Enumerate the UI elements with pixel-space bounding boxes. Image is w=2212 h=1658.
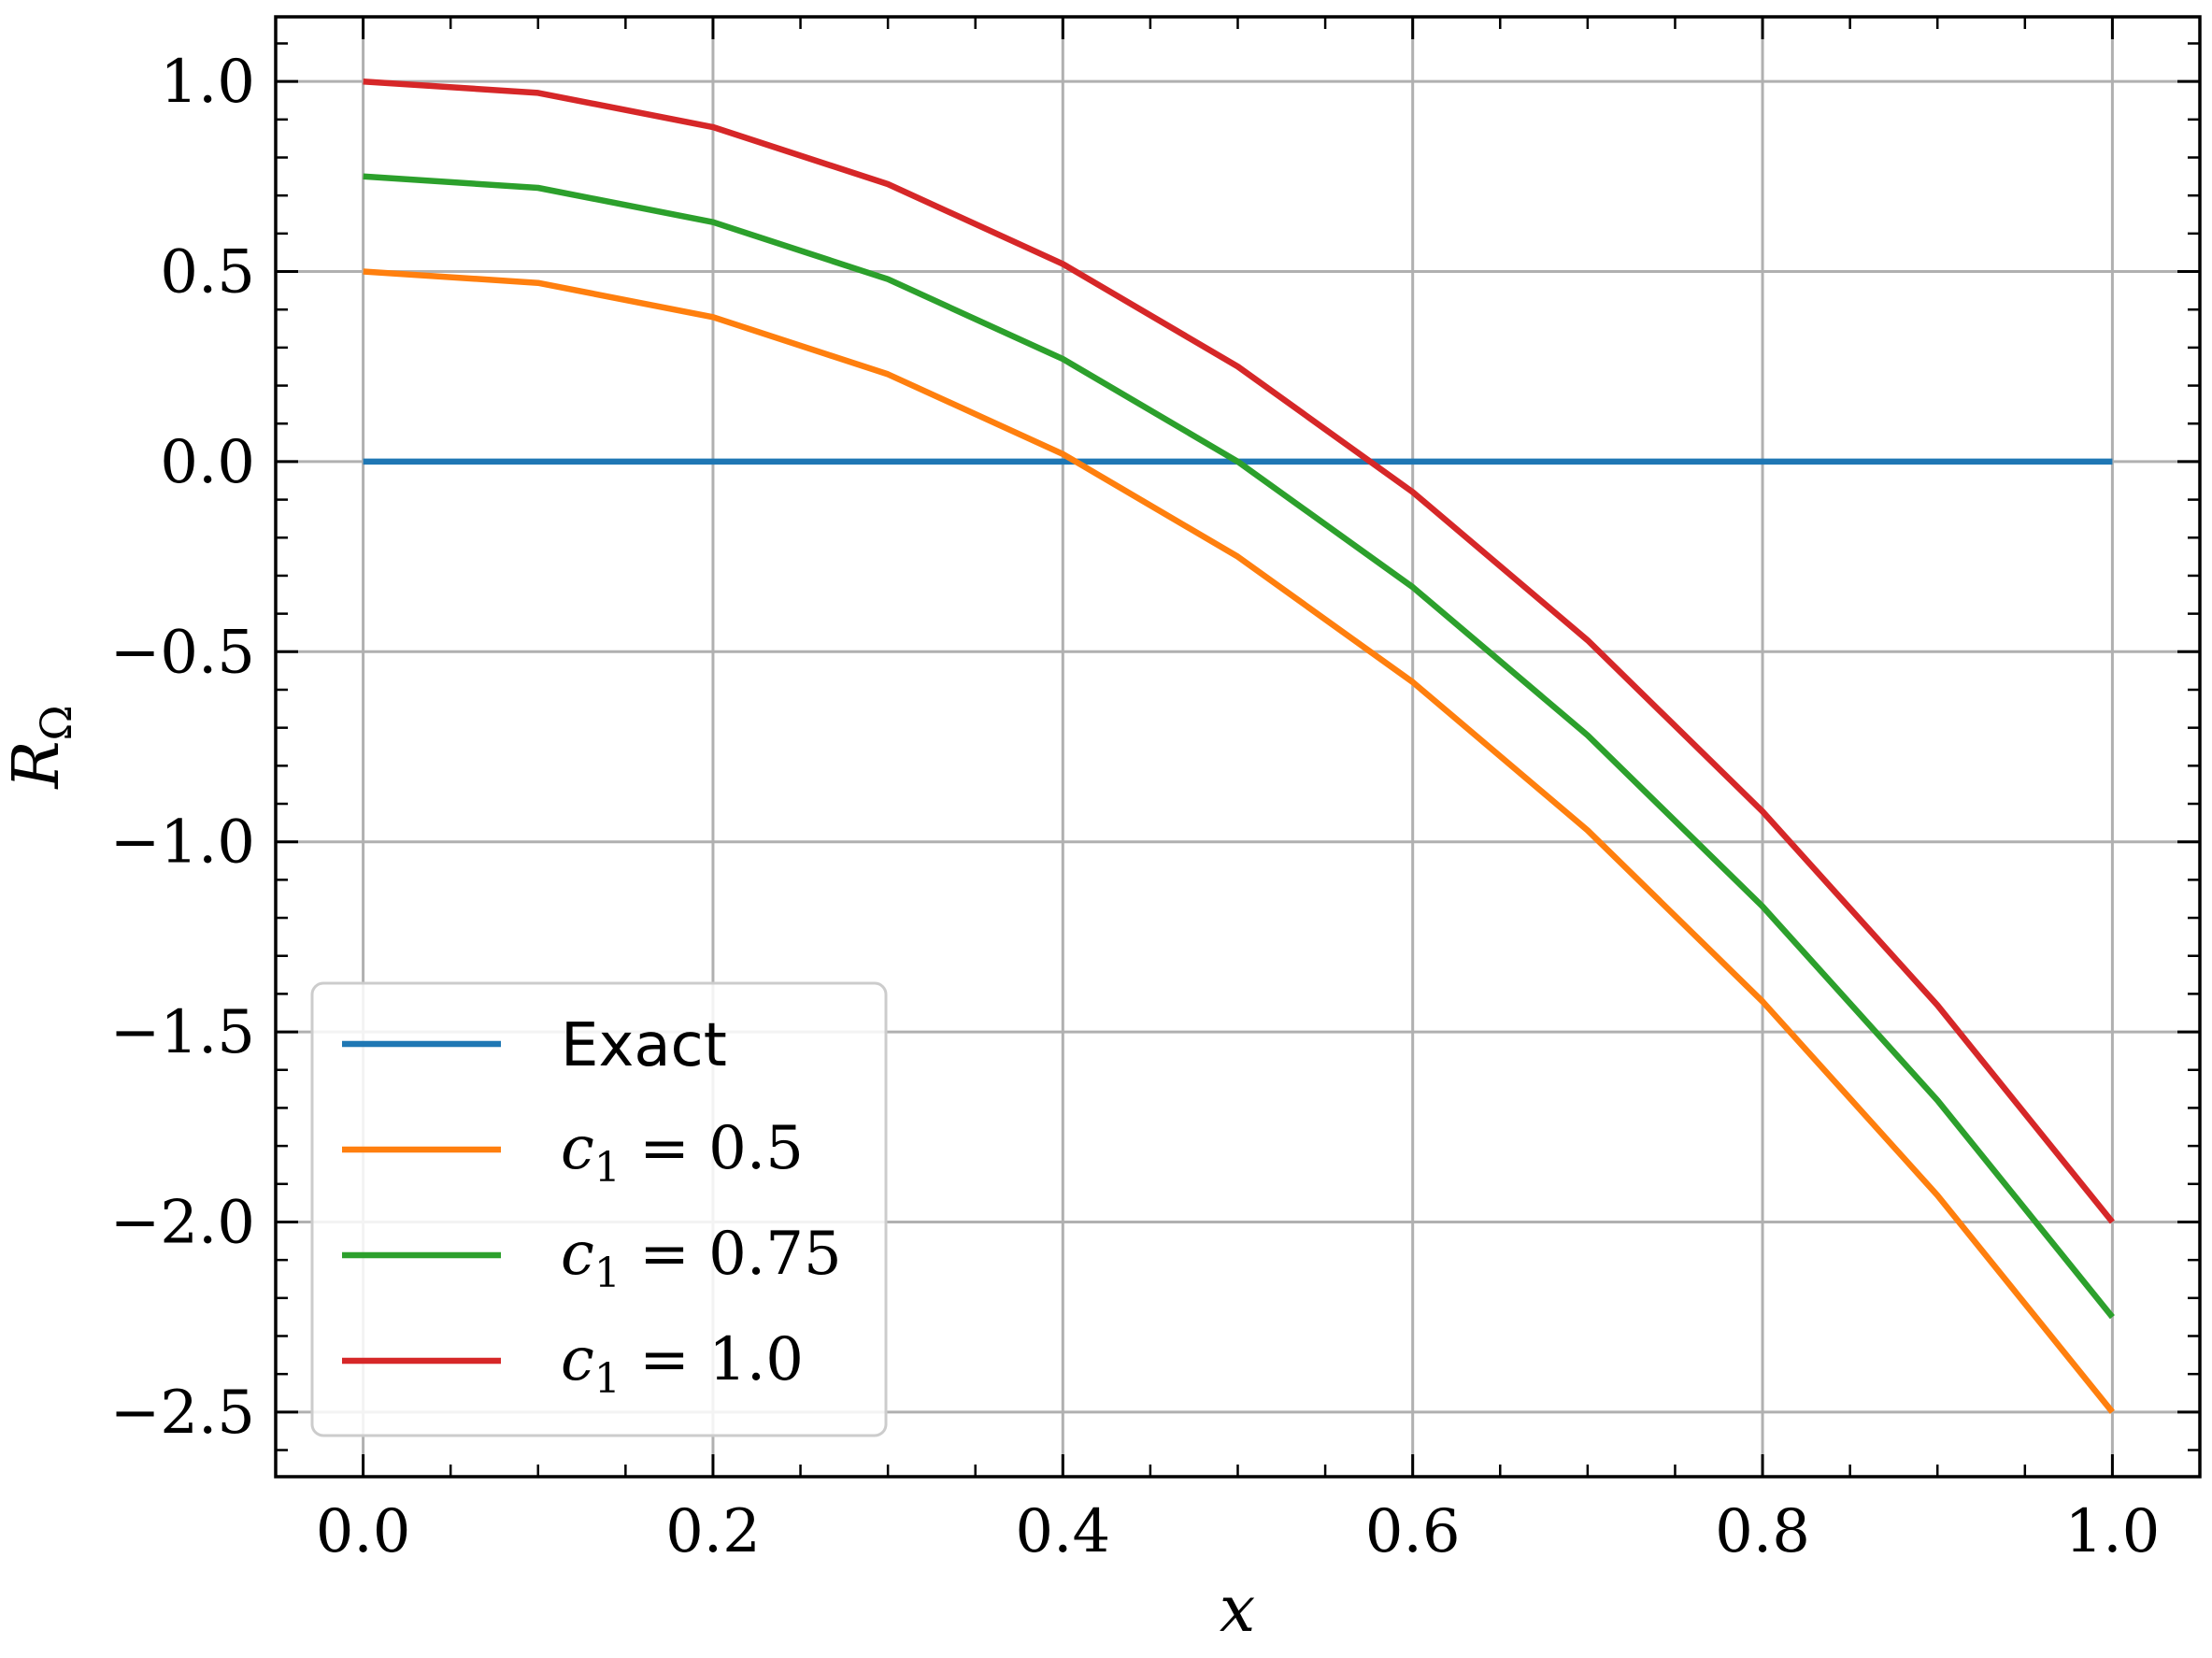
x-tick-label: 0.4 bbox=[1015, 1497, 1110, 1566]
y-tick-label: −1.5 bbox=[110, 998, 255, 1067]
y-tick-label: −0.5 bbox=[110, 618, 255, 687]
tick-labels: 0.0 0.2 0.4 0.6 0.8 1.0 1.0 0.5 0.0 −0.5 −1.0 −1.5 −… bbox=[110, 48, 2161, 1566]
x-tick-label: 0.8 bbox=[1715, 1497, 1810, 1566]
y-tick-label: 0.0 bbox=[160, 428, 255, 497]
series-line-2 bbox=[363, 173, 2115, 1320]
series-lines bbox=[363, 78, 2115, 1414]
x-tick-label: 0.0 bbox=[316, 1497, 411, 1566]
legend-label-c1-0.5: c1 = 0.5 bbox=[561, 1114, 804, 1192]
legend-box bbox=[310, 981, 888, 1437]
y-axis-label-main: R bbox=[0, 740, 74, 790]
series-line-3 bbox=[363, 78, 2115, 1224]
legend: Exact c1 = 0.5 c1 = 0.75 c1 = 1.0 bbox=[310, 981, 888, 1437]
y-axis-label: RΩ bbox=[0, 705, 81, 790]
y-axis-label-subscript: Ω bbox=[31, 705, 81, 740]
svg-text:RΩ: RΩ bbox=[0, 705, 81, 790]
legend-label-exact: Exact bbox=[561, 1011, 727, 1080]
y-tick-label: 0.5 bbox=[160, 238, 255, 307]
x-tick-label: 0.2 bbox=[665, 1497, 761, 1566]
x-axis-label: x bbox=[1220, 1573, 1255, 1647]
y-tick-label: 1.0 bbox=[160, 48, 255, 117]
y-tick-label: −1.0 bbox=[110, 808, 255, 878]
x-tick-label: 0.6 bbox=[1365, 1497, 1461, 1566]
y-tick-label: −2.0 bbox=[110, 1188, 255, 1257]
y-tick-label: −2.5 bbox=[110, 1379, 255, 1448]
legend-label-c1-1.0: c1 = 1.0 bbox=[561, 1325, 804, 1403]
legend-label-c1-0.75: c1 = 0.75 bbox=[561, 1220, 842, 1297]
x-tick-label: 1.0 bbox=[2065, 1497, 2161, 1566]
ticks bbox=[274, 17, 2202, 1477]
series-line-1 bbox=[363, 268, 2115, 1414]
